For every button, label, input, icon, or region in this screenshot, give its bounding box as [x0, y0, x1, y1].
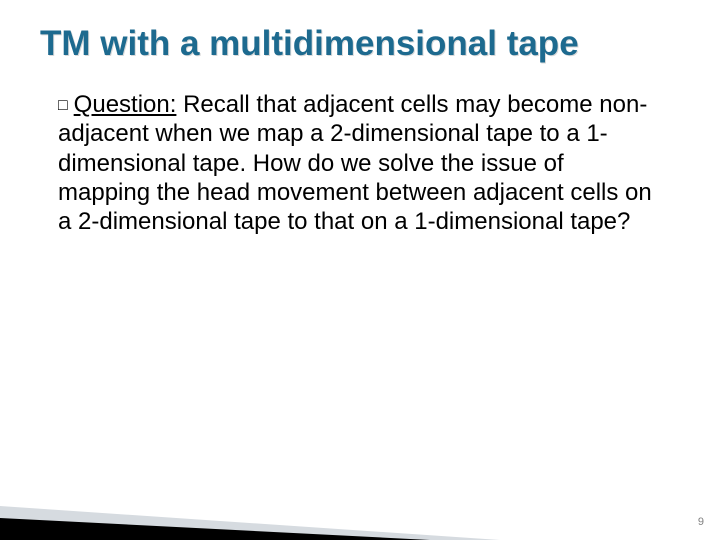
slide: TM with a multidimensional tape □ Questio…: [0, 0, 720, 540]
decoration-wedge-dark: [0, 518, 430, 540]
slide-title: TM with a multidimensional tape: [40, 24, 680, 64]
question-label: Question:: [74, 91, 177, 118]
body-text-block: □Question: Recall that adjacent cells ma…: [58, 90, 660, 236]
page-number: 9: [698, 516, 704, 528]
bullet-square-icon: □: [58, 97, 68, 114]
